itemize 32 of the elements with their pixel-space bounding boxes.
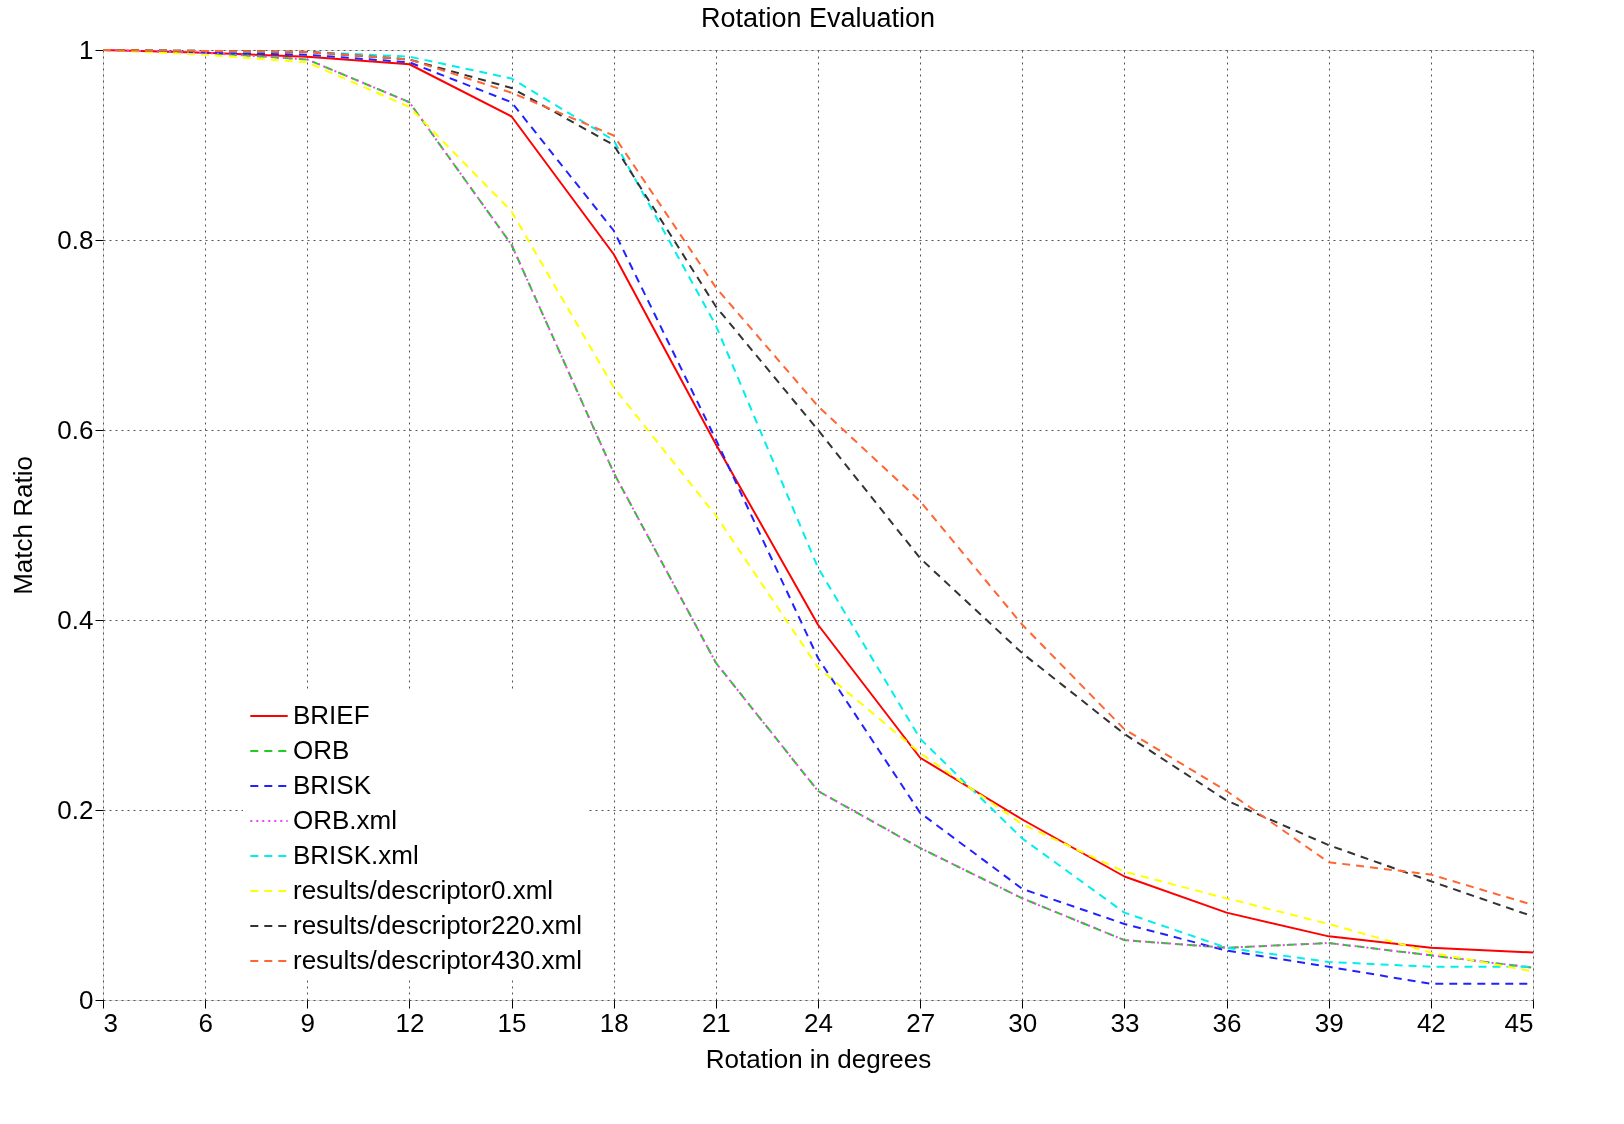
x-tick-label: 9 xyxy=(300,1007,316,1038)
x-tick-label: 42 xyxy=(1416,1007,1446,1038)
y-tick-label: 0.4 xyxy=(57,604,94,635)
y-tick-label: 0.2 xyxy=(57,794,94,825)
x-tick-label: 12 xyxy=(395,1007,425,1038)
x-tick-label: 33 xyxy=(1110,1007,1140,1038)
x-tick-label: 36 xyxy=(1212,1007,1242,1038)
legend-label: ORB.xml xyxy=(293,805,397,835)
x-tick-label: 3 xyxy=(103,1007,118,1038)
x-tick-label: 21 xyxy=(701,1007,731,1038)
y-tick-label: 0 xyxy=(79,984,94,1015)
legend-label: results/descriptor430.xml xyxy=(293,945,582,975)
x-axis-title: Rotation in degrees xyxy=(705,1043,932,1074)
legend-label: results/descriptor0.xml xyxy=(293,875,554,905)
y-tick-label: 0.6 xyxy=(57,414,94,445)
chart-title: Rotation Evaluation xyxy=(700,3,936,33)
legend-label: BRISK.xml xyxy=(293,840,419,870)
legend-label: ORB xyxy=(293,735,350,765)
x-tick-label: 45 xyxy=(1504,1007,1534,1038)
x-tick-label: 15 xyxy=(497,1007,527,1038)
y-tick-label: 0.8 xyxy=(57,224,94,255)
x-tick-label: 24 xyxy=(804,1007,833,1038)
legend-label: BRISK xyxy=(293,770,372,800)
x-tick-label: 39 xyxy=(1314,1007,1344,1038)
legend-label: results/descriptor220.xml xyxy=(293,910,582,940)
legend-label: BRIEF xyxy=(293,700,370,730)
x-tick-label: 18 xyxy=(599,1007,629,1038)
y-tick-label: 1 xyxy=(79,34,94,65)
y-axis-title: Match Ratio xyxy=(8,456,39,595)
x-tick-label: 6 xyxy=(198,1007,213,1038)
x-tick-label: 27 xyxy=(906,1007,936,1038)
x-tick-label: 30 xyxy=(1008,1007,1038,1038)
